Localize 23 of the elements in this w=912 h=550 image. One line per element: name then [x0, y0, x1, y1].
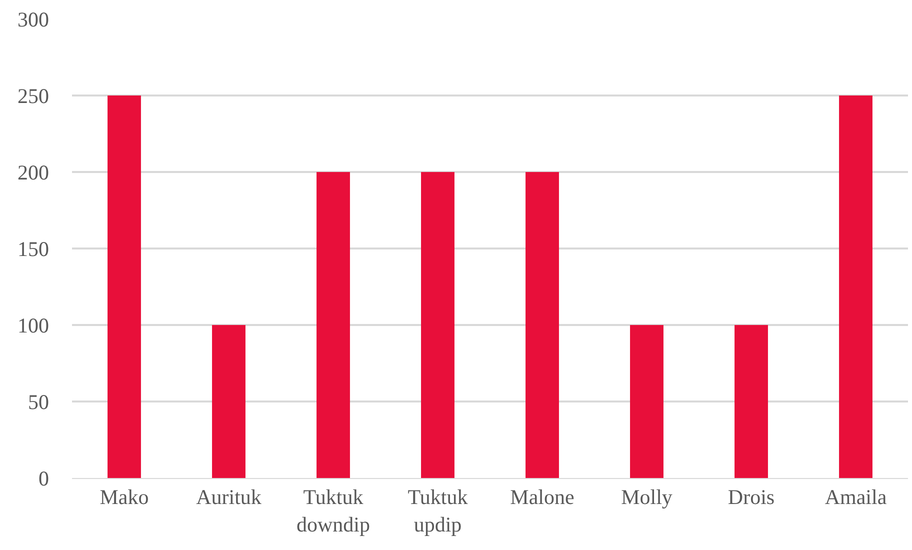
bar [316, 172, 350, 478]
bar [734, 325, 768, 478]
x-tick-label: Drois [728, 485, 775, 510]
bar [839, 96, 872, 478]
bar [630, 325, 664, 478]
y-tick-label: 250 [18, 84, 49, 108]
x-tick-label: Amaila [824, 485, 888, 510]
y-tick-label: 0 [38, 466, 49, 490]
x-tick-label: Malone [510, 485, 574, 510]
y-tick-label: 100 [18, 313, 49, 338]
bar [421, 172, 454, 478]
y-tick-label: 50 [28, 390, 49, 414]
bar [108, 96, 141, 478]
x-tick-label: Tuktuk downdip [296, 485, 370, 536]
x-tick-label: Tuktuk updip [408, 485, 468, 536]
y-tick-label: 200 [18, 160, 49, 184]
y-tick-label: 300 [18, 7, 49, 32]
bar [526, 172, 559, 478]
bar [212, 325, 246, 478]
x-tick-label: Mako [100, 485, 149, 510]
x-tick-label: Aurituk [196, 485, 262, 510]
y-tick-label: 150 [18, 236, 49, 261]
x-tick-label: Molly [621, 485, 673, 510]
